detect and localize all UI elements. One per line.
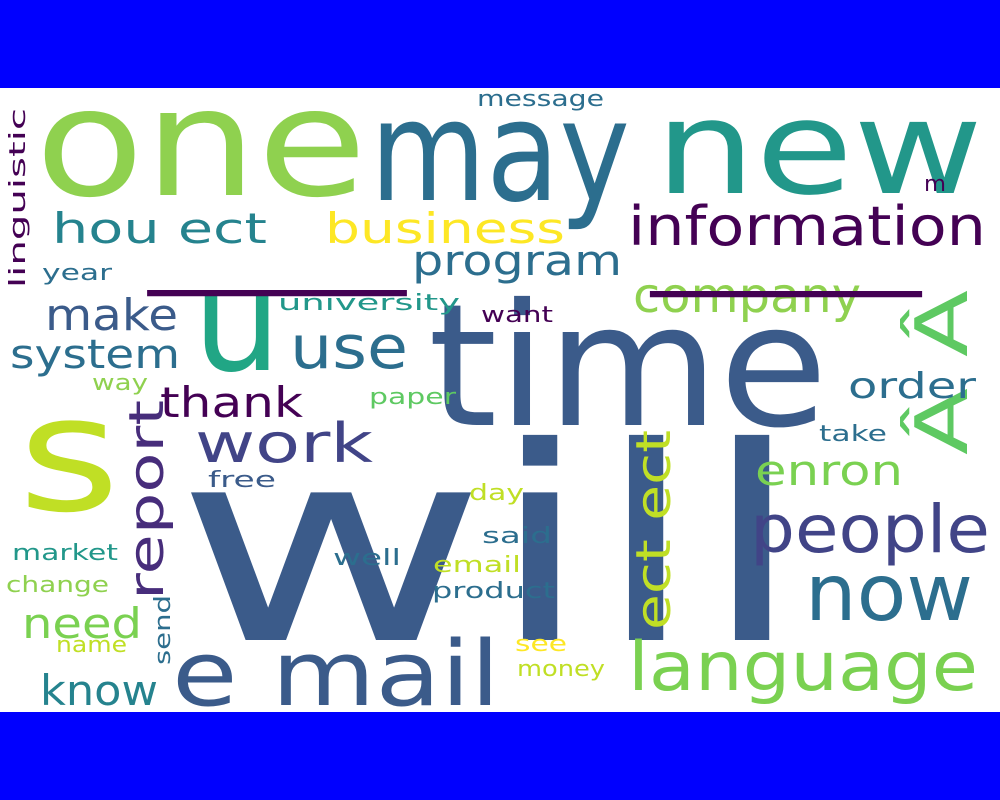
word-e-mail: e mail [172, 622, 500, 712]
word-u: u [193, 241, 281, 404]
word-message: message [477, 88, 604, 112]
word-send: send [151, 595, 176, 665]
word-linguistic: linguistic [6, 108, 31, 288]
word-language: language [628, 628, 978, 707]
word-report: report [119, 400, 175, 600]
bottom-letterbox-band [0, 712, 1000, 800]
word-will: will [175, 389, 805, 704]
word-enron: enron [755, 446, 903, 495]
word-time: time [428, 268, 828, 466]
word-cloud: will time one may new s u e mail now language peop… [0, 88, 1000, 712]
word-use: use [290, 313, 408, 383]
word-a-hat-a: Â Â [900, 290, 984, 455]
word-paper: paper [369, 385, 457, 410]
word-now: now [805, 549, 973, 639]
word-need: need [22, 599, 142, 648]
word-hou-ect: hou ect [52, 204, 267, 253]
word-work: work [195, 412, 374, 475]
word-take: take [819, 422, 887, 447]
word-way: way [92, 371, 148, 396]
word-information: information [628, 195, 986, 258]
word-name: name [56, 633, 127, 658]
word-order: order [848, 366, 976, 407]
word-business: business [325, 204, 565, 253]
word-company: company [633, 268, 861, 324]
word-money: money [517, 657, 605, 682]
word-want: want [481, 303, 553, 328]
word-people: people [750, 491, 990, 568]
word-market: market [12, 541, 119, 566]
word-day: day [469, 481, 524, 506]
word-well: well [333, 546, 401, 571]
top-letterbox-band [0, 0, 1000, 88]
word-one: one [35, 88, 367, 231]
word-free: free [208, 468, 276, 493]
word-email: email [433, 553, 521, 578]
word-make: make [45, 290, 178, 341]
word-product: product [432, 579, 556, 604]
word-change: change [6, 573, 109, 598]
word-system: system [10, 332, 180, 378]
word-ect-ect: ect ect [626, 430, 682, 630]
word-m: m [924, 172, 946, 197]
word-s: s [18, 361, 120, 548]
word-program: program [412, 236, 622, 285]
word-may: may [370, 88, 630, 234]
word-university: university [278, 291, 460, 316]
word-see: see [515, 632, 567, 657]
word-said: said [482, 524, 552, 549]
word-underscore-1: _ [146, 192, 407, 297]
word-underscore-2: _ [649, 193, 923, 298]
word-new: new [655, 88, 983, 224]
word-know: know [40, 666, 158, 712]
word-thank: thank [160, 378, 304, 427]
word-year: year [42, 261, 113, 286]
